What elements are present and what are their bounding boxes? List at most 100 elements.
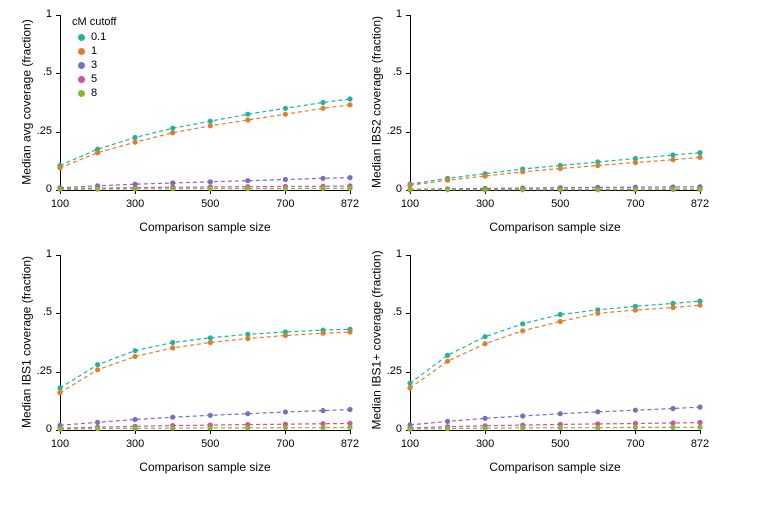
series-marker bbox=[208, 186, 213, 191]
x-tick-label: 700 bbox=[615, 438, 655, 450]
series-marker bbox=[208, 413, 213, 418]
x-tick-label: 300 bbox=[465, 438, 505, 450]
series-marker bbox=[170, 130, 175, 135]
series-marker bbox=[245, 112, 250, 117]
plot-svg bbox=[60, 15, 350, 190]
series-marker bbox=[407, 385, 412, 390]
x-tick-label: 700 bbox=[265, 438, 305, 450]
series-marker bbox=[670, 157, 675, 162]
chart-panel-avg: 0.25.51100300500700872Median avg coverag… bbox=[60, 15, 350, 190]
series-marker bbox=[95, 187, 100, 192]
series-marker bbox=[133, 354, 138, 359]
x-tick bbox=[285, 430, 286, 434]
series-marker bbox=[95, 150, 100, 155]
x-tick-label: 100 bbox=[390, 438, 430, 450]
series-line bbox=[60, 329, 350, 388]
x-tick bbox=[560, 430, 561, 434]
x-tick-label: 500 bbox=[540, 438, 580, 450]
series-marker bbox=[670, 425, 675, 430]
series-marker bbox=[208, 335, 213, 340]
x-tick-label: 872 bbox=[680, 438, 720, 450]
series-marker bbox=[407, 381, 412, 386]
series-line bbox=[60, 410, 350, 426]
series-line bbox=[410, 301, 700, 383]
series-marker bbox=[697, 155, 702, 160]
series-line bbox=[60, 99, 350, 166]
series-marker bbox=[595, 409, 600, 414]
series-marker bbox=[95, 426, 100, 431]
x-tick-label: 500 bbox=[190, 438, 230, 450]
series-marker bbox=[57, 187, 62, 192]
series-marker bbox=[57, 390, 62, 395]
x-tick bbox=[350, 430, 351, 434]
series-marker bbox=[283, 409, 288, 414]
x-tick-label: 300 bbox=[115, 198, 155, 210]
series-marker bbox=[245, 186, 250, 191]
series-marker bbox=[170, 426, 175, 431]
series-marker bbox=[697, 150, 702, 155]
series-marker bbox=[245, 336, 250, 341]
series-marker bbox=[558, 319, 563, 324]
series-marker bbox=[170, 340, 175, 345]
x-tick bbox=[635, 430, 636, 434]
x-axis-title: Comparison sample size bbox=[410, 220, 700, 234]
series-marker bbox=[170, 126, 175, 131]
series-marker bbox=[520, 413, 525, 418]
x-axis-line bbox=[410, 430, 700, 431]
series-marker bbox=[483, 187, 488, 192]
x-tick-label: 100 bbox=[40, 438, 80, 450]
y-axis-title: Median IBS1+ coverage (fraction) bbox=[369, 254, 383, 429]
x-tick-label: 500 bbox=[190, 198, 230, 210]
x-axis-title: Comparison sample size bbox=[60, 220, 350, 234]
series-marker bbox=[595, 163, 600, 168]
series-marker bbox=[170, 186, 175, 191]
y-axis-title: Median IBS2 coverage (fraction) bbox=[369, 14, 383, 189]
series-marker bbox=[347, 425, 352, 430]
series-marker bbox=[520, 328, 525, 333]
series-marker bbox=[245, 117, 250, 122]
x-tick-label: 500 bbox=[540, 198, 580, 210]
series-marker bbox=[170, 345, 175, 350]
series-marker bbox=[320, 408, 325, 413]
chart-panel-ibs1plus: 0.25.51100300500700872Median IBS1+ cover… bbox=[410, 255, 700, 430]
x-tick-label: 100 bbox=[390, 198, 430, 210]
x-axis-title: Comparison sample size bbox=[410, 460, 700, 474]
series-marker bbox=[670, 406, 675, 411]
series-marker bbox=[670, 187, 675, 192]
series-marker bbox=[445, 426, 450, 431]
series-marker bbox=[245, 411, 250, 416]
series-marker bbox=[697, 405, 702, 410]
series-line bbox=[410, 157, 700, 185]
series-marker bbox=[520, 187, 525, 192]
series-marker bbox=[208, 123, 213, 128]
series-marker bbox=[483, 416, 488, 421]
series-marker bbox=[407, 187, 412, 192]
x-tick-label: 700 bbox=[615, 198, 655, 210]
x-tick-label: 872 bbox=[680, 198, 720, 210]
x-axis-line bbox=[60, 430, 350, 431]
series-marker bbox=[483, 341, 488, 346]
series-marker bbox=[320, 106, 325, 111]
series-marker bbox=[95, 420, 100, 425]
series-marker bbox=[558, 425, 563, 430]
series-marker bbox=[633, 187, 638, 192]
series-marker bbox=[595, 187, 600, 192]
series-marker bbox=[208, 425, 213, 430]
series-marker bbox=[670, 152, 675, 157]
series-line bbox=[60, 188, 350, 189]
plot-svg bbox=[60, 255, 350, 430]
series-marker bbox=[633, 308, 638, 313]
series-marker bbox=[170, 415, 175, 420]
figure: cM cutoff 0.1 1 3 5 8 0.25.5110030050070… bbox=[0, 0, 757, 506]
series-marker bbox=[697, 303, 702, 308]
series-marker bbox=[283, 186, 288, 191]
x-tick bbox=[210, 430, 211, 434]
series-marker bbox=[445, 187, 450, 192]
series-marker bbox=[208, 179, 213, 184]
x-tick-label: 872 bbox=[330, 198, 370, 210]
series-marker bbox=[283, 106, 288, 111]
series-marker bbox=[483, 426, 488, 431]
chart-panel-ibs2: 0.25.51100300500700872Median IBS2 covera… bbox=[410, 15, 700, 190]
series-marker bbox=[320, 331, 325, 336]
series-marker bbox=[558, 312, 563, 317]
